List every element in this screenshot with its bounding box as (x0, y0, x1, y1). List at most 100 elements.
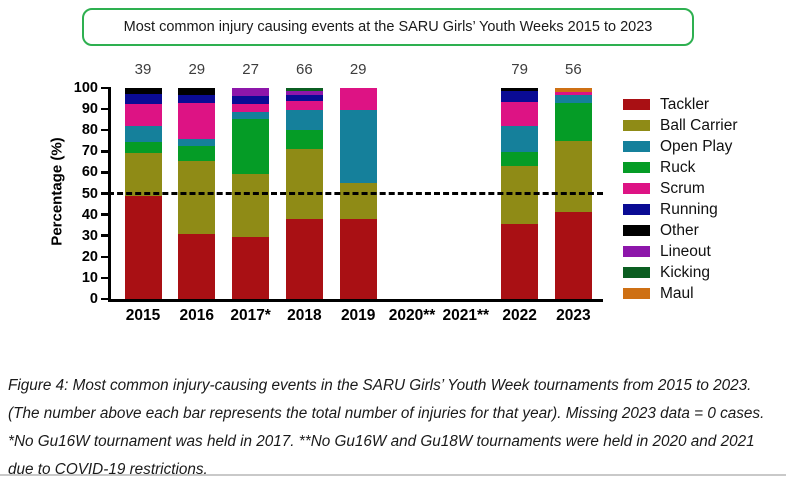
bar-segment-tackler (554, 212, 592, 299)
legend-item-ball-carrier: Ball Carrier (623, 115, 738, 136)
bar-segment-scrum (285, 100, 323, 111)
bar-2019 (339, 88, 377, 299)
chart-title: Most common injury causing events at the… (123, 19, 653, 35)
bar-2017- (232, 88, 270, 299)
stacked-bar-chart: Percentage (%) 0 10 20 30 40 50 60 70 80 90 100 201… (49, 61, 603, 324)
bar-segment-open-play (124, 126, 162, 143)
y-tick-label: 0 (89, 291, 98, 307)
y-tick-mark (101, 297, 108, 301)
legend-label-maul: Maul (660, 285, 694, 302)
legend-swatch-kicking (623, 267, 650, 278)
bar-segment-open-play (339, 109, 377, 183)
bar-segment-other (178, 88, 216, 96)
bar-segment-scrum (501, 101, 539, 126)
legend-item-lineout: Lineout (623, 241, 738, 262)
bar-segment-running (232, 96, 270, 104)
bar-segment-open-play (232, 111, 270, 120)
bar-segment-tackler (124, 196, 162, 299)
bar-total-2022: 79 (511, 61, 528, 78)
bar-segment-open-play (554, 95, 592, 103)
bar-segment-open-play (178, 139, 216, 147)
y-tick-mark (101, 107, 108, 111)
bar-segment-ball-carrier (124, 153, 162, 197)
y-tick-label: 70 (81, 143, 98, 160)
y-tick-mark (101, 150, 108, 153)
bar-segment-ruck (285, 129, 323, 149)
legend-label-kicking: Kicking (660, 264, 710, 281)
x-tick-label-2022: 2022 (502, 307, 537, 324)
chart-legend: Tackler Ball Carrier Open Play Ruck Scrum Run… (623, 94, 738, 304)
bar-segment-tackler (178, 233, 216, 299)
x-axis-line (108, 299, 603, 302)
bar-segment-ruck (178, 146, 216, 161)
bar-segment-running (285, 94, 323, 101)
bar-segment-running (501, 90, 539, 102)
legend-swatch-open-play (623, 141, 650, 152)
bar-segment-scrum (554, 91, 592, 96)
legend-item-maul: Maul (623, 283, 738, 304)
y-tick-mark (101, 213, 108, 216)
bar-2023 (554, 88, 592, 299)
legend-label-other: Other (660, 222, 699, 239)
x-tick-label-2018: 2018 (287, 307, 322, 324)
y-tick-mark (101, 86, 108, 90)
x-tick-label-2019: 2019 (340, 307, 376, 324)
bar-segment-open-play (285, 110, 323, 130)
bar-total-2016: 29 (188, 61, 206, 78)
legend-label-open-play: Open Play (660, 138, 733, 155)
bar-segment-other (501, 88, 539, 91)
bar-segment-ball-carrier (178, 160, 216, 234)
bar-segment-scrum (339, 88, 377, 110)
bar-segment-kicking (285, 88, 323, 92)
legend-label-ruck: Ruck (660, 159, 696, 176)
y-tick-label: 90 (81, 101, 98, 118)
legend-swatch-lineout (623, 246, 650, 257)
legend-swatch-running (623, 204, 650, 215)
legend-swatch-scrum (623, 183, 650, 194)
bar-total-2019: 29 (349, 61, 367, 78)
y-tick-mark (101, 171, 108, 174)
bar-total-2023: 56 (565, 61, 582, 78)
x-tick-label-2021-: 2021** (442, 307, 490, 324)
legend-swatch-tackler (623, 99, 650, 110)
figure-caption: Figure 4: Most common injury-causing eve… (8, 377, 765, 478)
bar-segment-tackler (232, 236, 270, 299)
legend-item-ruck: Ruck (623, 157, 738, 178)
y-tick-label: 40 (81, 206, 98, 223)
bar-segment-other (124, 88, 162, 94)
bar-segment-scrum (232, 103, 270, 112)
bar-segment-scrum (178, 102, 216, 140)
x-tick-label-2015: 2015 (125, 307, 161, 324)
bar-segment-ball-carrier (285, 148, 323, 220)
bar-segment-running (178, 95, 216, 103)
legend-swatch-ruck (623, 162, 650, 173)
bar-2016 (178, 88, 216, 299)
reference-line-50pct (108, 192, 603, 195)
x-tick-label-2016: 2016 (179, 307, 215, 324)
bar-segment-maul (554, 88, 592, 92)
legend-item-kicking: Kicking (623, 262, 738, 283)
legend-label-tackler: Tackler (660, 96, 710, 113)
bar-segment-ball-carrier (339, 182, 377, 220)
y-tick-label: 20 (81, 248, 98, 265)
legend-item-scrum: Scrum (623, 178, 738, 199)
legend-label-lineout: Lineout (660, 243, 711, 260)
x-tick-label-2017-: 2017* (230, 307, 271, 324)
y-tick-mark (101, 234, 108, 237)
bar-total-2018: 66 (296, 61, 313, 78)
bar-segment-ruck (501, 152, 539, 166)
bar-segment-ball-carrier (554, 140, 592, 213)
bar-segment-ruck (554, 103, 592, 141)
legend-label-scrum: Scrum (660, 180, 705, 197)
bar-total-2017-: 27 (242, 61, 259, 78)
y-tick-mark (101, 255, 108, 259)
bar-segment-ruck (124, 142, 162, 153)
legend-label-ball-carrier: Ball Carrier (660, 117, 738, 134)
bar-segment-tackler (501, 224, 539, 299)
legend-item-other: Other (623, 220, 738, 241)
legend-swatch-ball-carrier (623, 120, 650, 131)
bar-total-2015: 39 (134, 61, 152, 78)
x-tick-label-2023: 2023 (556, 307, 591, 324)
y-tick-label: 80 (81, 122, 98, 139)
